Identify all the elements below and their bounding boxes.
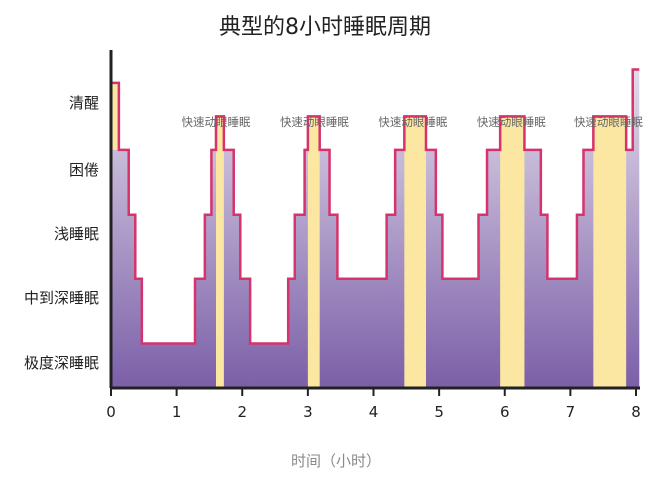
rem-highlight-layer [111, 82, 627, 389]
x-tick-label: 3 [303, 403, 313, 421]
chart-title: 典型的8小时睡眠周期 [219, 15, 431, 40]
stage-label: 中到深睡眠 [24, 289, 99, 307]
stage-label: 极度深睡眠 [24, 354, 99, 372]
rem-label-layer: 快速动眼睡眠 快速动眼睡眠 快速动眼睡眠 快速动眼睡眠 快速动眼睡眠 [182, 115, 644, 129]
axes [109, 50, 640, 390]
x-tick-label: 8 [631, 403, 641, 421]
rem-period-label: 快速动眼睡眠 [574, 115, 643, 129]
x-tick-label: 1 [172, 403, 182, 421]
rem-period-label: 快速动眼睡眠 [477, 115, 546, 129]
rem-period-label: 快速动眼睡眠 [378, 115, 447, 129]
awake-period-bar [111, 82, 119, 150]
rem-period-bar [500, 116, 525, 389]
x-tick-label: 7 [566, 403, 576, 421]
rem-period-bar [216, 116, 224, 389]
stage-label: 困倦 [69, 161, 99, 179]
stage-label: 清醒 [69, 94, 99, 112]
x-tick-label: 2 [237, 403, 247, 421]
x-axis-label: 时间（小时） [291, 452, 381, 470]
x-tick-label: 0 [106, 403, 116, 421]
hypnogram-line-layer [111, 68, 640, 345]
rem-period-bar [307, 116, 320, 389]
rem-period-bar [593, 116, 627, 389]
x-tick-label: 6 [500, 403, 510, 421]
rem-period-label: 快速动眼睡眠 [280, 115, 349, 129]
x-tick-label: 4 [369, 403, 379, 421]
stage-label: 浅睡眠 [54, 225, 99, 243]
rem-period-label: 快速动眼睡眠 [182, 115, 251, 129]
rem-period-bar [404, 116, 426, 389]
x-tick-label: 5 [434, 403, 444, 421]
hypnogram-line [111, 68, 640, 345]
x-tick-layer: 0 1 2 3 4 5 6 7 8 [106, 388, 641, 421]
